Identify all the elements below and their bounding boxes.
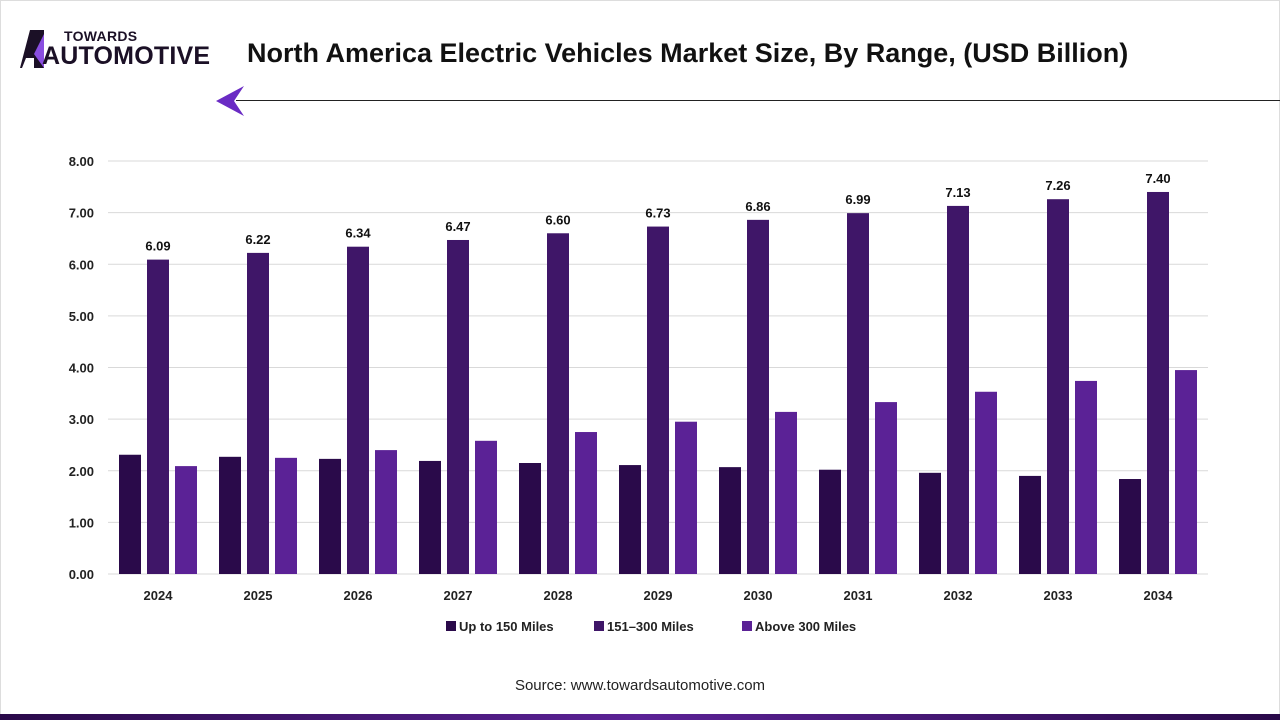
data-label: 7.13 [945,185,970,200]
divider [236,100,1280,101]
legend-swatch [742,621,752,631]
y-tick-label: 1.00 [69,515,94,530]
bar [675,421,697,574]
bar [747,219,769,575]
bar [519,463,541,574]
data-label: 6.09 [145,239,170,254]
page-title: North America Electric Vehicles Market S… [247,38,1129,68]
bar [847,213,869,575]
legend-label: Up to 150 Miles [459,619,554,634]
bar [247,252,269,574]
bar [475,440,497,574]
data-label: 6.60 [545,212,570,227]
bar [119,454,141,574]
data-label: 6.47 [445,219,470,234]
y-tick-label: 0.00 [69,567,94,582]
data-label: 6.86 [745,199,770,214]
bar [1075,380,1097,574]
bar [1147,191,1169,574]
y-tick-label: 4.00 [69,361,94,376]
x-tick-label: 2025 [244,588,273,603]
x-tick-label: 2031 [844,588,873,603]
x-tick-label: 2024 [144,588,174,603]
bar [819,469,841,574]
logo-text-bottom: AUTOMOTIVE [42,42,211,70]
legend-label: 151–300 Miles [607,619,694,634]
logo: TOWARDS AUTOMOTIVE [20,28,225,70]
x-tick-label: 2027 [444,588,473,603]
y-tick-label: 7.00 [69,206,94,221]
bar [275,457,297,574]
data-label: 6.22 [245,232,270,247]
legend-label: Above 300 Miles [755,619,856,634]
bar [575,432,597,574]
bar [319,458,341,574]
bar [147,259,169,574]
x-tick-label: 2030 [744,588,773,603]
x-tick-label: 2034 [1144,588,1174,603]
bar [175,466,197,574]
x-tick-label: 2029 [644,588,673,603]
bar [375,450,397,574]
logo-text-top: TOWARDS [64,28,138,44]
bar [1019,475,1041,574]
bar [875,402,897,574]
y-tick-label: 8.00 [69,154,94,169]
x-tick-label: 2026 [344,588,373,603]
y-tick-label: 3.00 [69,412,94,427]
x-tick-label: 2032 [944,588,973,603]
bar [419,460,441,574]
x-tick-label: 2033 [1044,588,1073,603]
x-tick-label: 2028 [544,588,573,603]
bar [775,411,797,574]
data-label: 6.34 [345,226,371,241]
y-tick-label: 2.00 [69,464,94,479]
bar [347,246,369,574]
logo-mark-icon [20,30,44,68]
bar [947,205,969,574]
data-label: 6.73 [645,206,670,221]
bar [719,467,741,574]
bar [1175,370,1197,574]
bar [1047,199,1069,574]
bar [975,391,997,574]
bar [647,226,669,574]
bar [219,456,241,574]
bar [919,472,941,574]
bar [447,239,469,574]
bar [1119,479,1141,574]
bar [619,465,641,574]
y-tick-label: 6.00 [69,257,94,272]
y-tick-label: 5.00 [69,309,94,324]
legend-swatch [446,621,456,631]
data-label: 7.40 [1145,171,1170,186]
bar [547,233,569,574]
bottom-bar [0,714,1280,720]
arrow-left-icon [216,86,244,116]
data-label: 7.26 [1045,178,1070,193]
data-label: 6.99 [845,192,870,207]
legend-swatch [594,621,604,631]
source-text: Source: www.towardsautomotive.com [514,677,766,694]
